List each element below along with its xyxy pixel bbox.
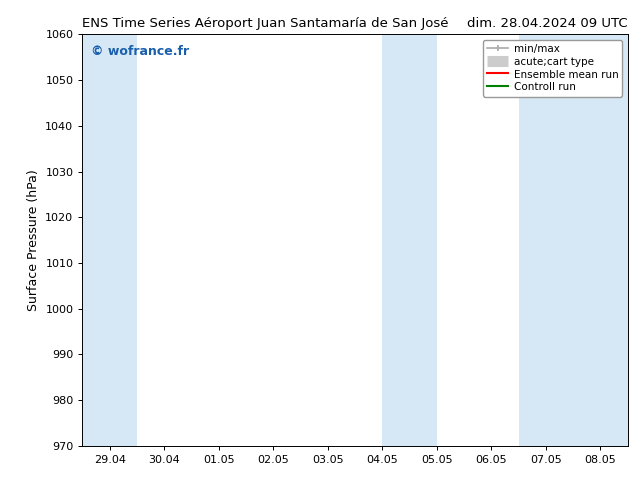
Legend: min/max, acute;cart type, Ensemble mean run, Controll run: min/max, acute;cart type, Ensemble mean …: [483, 40, 623, 97]
Bar: [382, 34, 437, 446]
Bar: [519, 34, 628, 446]
Text: © wofrance.fr: © wofrance.fr: [91, 45, 189, 58]
Text: dim. 28.04.2024 09 UTC: dim. 28.04.2024 09 UTC: [467, 17, 628, 30]
Text: ENS Time Series Aéroport Juan Santamaría de San José: ENS Time Series Aéroport Juan Santamaría…: [82, 17, 449, 30]
Bar: [82, 34, 137, 446]
Y-axis label: Surface Pressure (hPa): Surface Pressure (hPa): [27, 169, 40, 311]
